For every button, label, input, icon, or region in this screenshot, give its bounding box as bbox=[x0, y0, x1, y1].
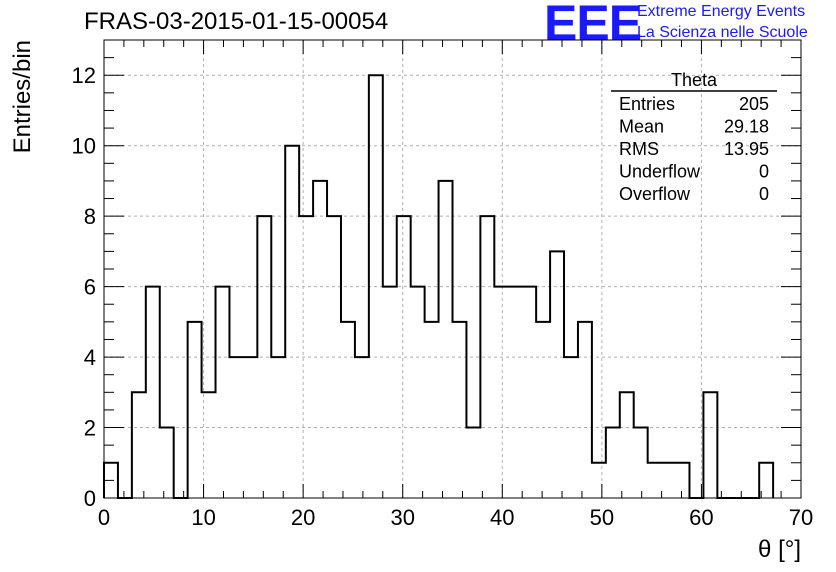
histogram-bin bbox=[536, 322, 550, 498]
histogram-bin bbox=[676, 463, 690, 498]
stats-label-overflow: Overflow bbox=[619, 184, 691, 204]
histogram-bin bbox=[313, 181, 327, 498]
histogram-bin bbox=[160, 428, 174, 498]
y-tick-label: 4 bbox=[84, 345, 96, 370]
x-tick-label: 40 bbox=[490, 505, 514, 530]
stats-value-mean: 29.18 bbox=[724, 117, 769, 137]
stats-label-entries: Entries bbox=[619, 94, 675, 114]
histogram-series bbox=[103, 74, 775, 499]
x-tick-label: 30 bbox=[390, 505, 414, 530]
histogram-bin bbox=[397, 216, 411, 498]
histogram-bin bbox=[355, 357, 369, 498]
histogram-bin bbox=[550, 251, 564, 498]
y-tick-label: 2 bbox=[84, 416, 96, 441]
histogram-bin bbox=[202, 392, 216, 498]
histogram-bin bbox=[257, 216, 271, 498]
histogram-bin bbox=[453, 322, 467, 498]
y-tick-label: 8 bbox=[84, 204, 96, 229]
histogram-bin bbox=[508, 287, 522, 498]
histogram-bin bbox=[425, 322, 439, 498]
histogram-bin bbox=[271, 357, 285, 498]
stats-value-underflow: 0 bbox=[759, 162, 769, 182]
histogram-bin bbox=[104, 463, 118, 498]
histogram-bin bbox=[494, 287, 508, 498]
histogram-bin bbox=[648, 463, 662, 498]
histogram-bin bbox=[299, 216, 313, 498]
chart-title: FRAS-03-2015-01-15-00054 bbox=[84, 8, 389, 35]
histogram-bin bbox=[146, 287, 160, 498]
histogram-bin bbox=[383, 287, 397, 498]
y-tick-label: 10 bbox=[72, 134, 96, 159]
histogram-bin bbox=[564, 357, 578, 498]
stats-label-underflow: Underflow bbox=[619, 162, 701, 182]
stats-value-entries: 205 bbox=[739, 94, 769, 114]
x-axis-label: θ [°] bbox=[758, 536, 801, 563]
stats-value-rms: 13.95 bbox=[724, 139, 769, 159]
histogram-bin bbox=[341, 322, 355, 498]
histogram-bin bbox=[466, 428, 480, 498]
x-tick-label: 70 bbox=[789, 505, 813, 530]
y-tick-label: 6 bbox=[84, 275, 96, 300]
histogram-bin bbox=[480, 216, 494, 498]
histogram-bin bbox=[132, 392, 146, 498]
logo-text-line1: Extreme Energy Events bbox=[637, 3, 806, 20]
histogram-bin bbox=[620, 392, 634, 498]
stats-value-overflow: 0 bbox=[759, 184, 769, 204]
histogram-bin bbox=[243, 357, 257, 498]
x-tick-label: 0 bbox=[98, 505, 110, 530]
x-tick-label: 60 bbox=[689, 505, 713, 530]
histogram-bin bbox=[411, 287, 425, 498]
histogram-bin bbox=[285, 146, 299, 498]
histogram-bin bbox=[759, 463, 773, 498]
histogram-bin bbox=[229, 357, 243, 498]
histogram-bin bbox=[606, 428, 620, 498]
histogram-bin bbox=[703, 392, 717, 498]
x-tick-label: 20 bbox=[291, 505, 315, 530]
y-axis-label: Entries/bin bbox=[9, 40, 36, 153]
histogram-bin bbox=[369, 75, 383, 498]
histogram-bin bbox=[662, 463, 676, 498]
x-tick-label: 50 bbox=[590, 505, 614, 530]
stats-label-mean: Mean bbox=[619, 117, 664, 137]
histogram-bin bbox=[578, 322, 592, 498]
y-tick-label: 0 bbox=[84, 486, 96, 511]
histogram-bin bbox=[634, 428, 648, 498]
stats-box-title: Theta bbox=[671, 70, 718, 90]
stats-label-rms: RMS bbox=[619, 139, 659, 159]
logo-text-line2: La Scienza nelle Scuole bbox=[637, 24, 808, 41]
x-tick-label: 10 bbox=[191, 505, 215, 530]
histogram-bin bbox=[592, 463, 606, 498]
histogram-bin bbox=[216, 287, 230, 498]
y-tick-label: 12 bbox=[72, 63, 96, 88]
histogram-bin bbox=[327, 216, 341, 498]
histogram-bin bbox=[522, 287, 536, 498]
histogram-bin bbox=[439, 181, 453, 498]
histogram-bin bbox=[188, 322, 202, 498]
